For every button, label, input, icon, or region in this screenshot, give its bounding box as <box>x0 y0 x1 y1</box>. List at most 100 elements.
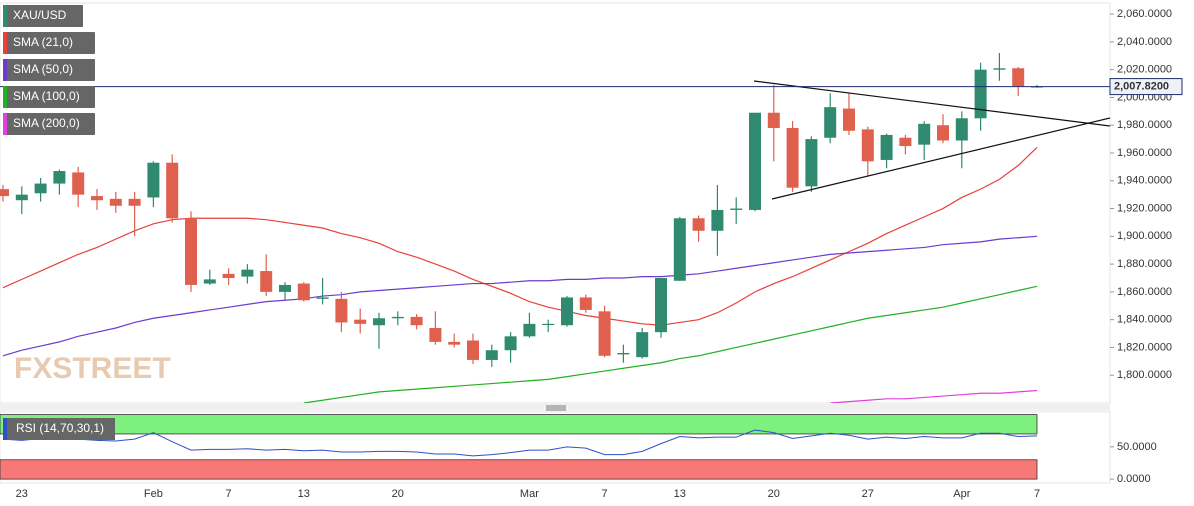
candle-body <box>147 162 160 198</box>
x-tick-label: Feb <box>144 488 163 500</box>
y-tick-label: 2,040.0000 <box>1117 36 1172 48</box>
y-tick-label: 1,840.0000 <box>1117 314 1172 326</box>
candle-body <box>636 332 649 358</box>
candle-body <box>749 112 761 210</box>
y-tick-label: 1,940.0000 <box>1117 175 1172 187</box>
candle-body <box>166 162 179 219</box>
line <box>2 147 1038 326</box>
candle-body <box>711 209 724 231</box>
line <box>2 429 1038 457</box>
y-tick-label: 1,880.0000 <box>1117 258 1172 270</box>
x-tick-label: 7 <box>602 488 608 500</box>
candle-body <box>598 311 611 356</box>
price-label-box <box>1109 78 1183 96</box>
candle-body <box>918 123 931 145</box>
rsi-band <box>0 414 1038 435</box>
candle-body <box>297 283 310 301</box>
main-panel <box>0 2 1111 404</box>
candle-body <box>974 69 987 119</box>
rsi-title: RSI (14,70,30,1) <box>16 421 104 435</box>
candle-body <box>692 218 705 231</box>
candle-body <box>880 134 893 160</box>
candle-body <box>504 336 517 351</box>
candle-body <box>429 328 442 342</box>
candle-body <box>805 139 818 187</box>
x-tick-label: 20 <box>392 488 404 500</box>
candle-body <box>617 353 630 355</box>
candle-body <box>993 68 1006 70</box>
candle-body <box>786 128 799 188</box>
candle-body <box>91 196 103 201</box>
y-tick-label: 1,860.0000 <box>1117 286 1172 298</box>
candle-body <box>373 318 385 326</box>
trendline <box>753 80 1110 127</box>
x-tick-label: 13 <box>674 488 686 500</box>
candle-body <box>730 208 743 210</box>
line <box>2 235 1038 357</box>
legend-box <box>3 59 95 81</box>
x-tick-label: Apr <box>953 488 970 500</box>
candle-body <box>523 323 536 337</box>
candle-body <box>843 108 855 131</box>
candle-body <box>1012 68 1025 87</box>
y-tick-label: 1,980.0000 <box>1117 119 1172 131</box>
legend-label: SMA (21,0) <box>13 35 73 49</box>
y-tick-label: 0.0000 <box>1117 473 1151 485</box>
candle-body <box>203 279 216 284</box>
y-tick-label: 50.0000 <box>1117 441 1157 453</box>
candle-body <box>53 171 66 184</box>
legend-box <box>3 418 115 440</box>
candle-body <box>485 350 498 360</box>
candle-body <box>316 297 329 299</box>
legend-box <box>3 32 95 54</box>
candle-body <box>15 194 28 201</box>
candle-body <box>824 107 837 138</box>
legend-label: XAU/USD <box>13 8 67 22</box>
x-tick-label: 23 <box>16 488 28 500</box>
legend-swatch <box>3 113 7 135</box>
candle-body <box>260 271 273 292</box>
drag-handle[interactable] <box>546 405 566 411</box>
candle-body <box>222 273 235 278</box>
x-tick-label: 7 <box>1034 488 1040 500</box>
legend-box <box>3 5 83 27</box>
x-tick-label: Mar <box>520 488 539 500</box>
legend-swatch <box>3 32 7 54</box>
y-tick-label: 1,820.0000 <box>1117 341 1172 353</box>
candle-body <box>335 298 348 323</box>
legend-swatch <box>3 418 7 440</box>
y-tick-label: 2,060.0000 <box>1117 8 1172 20</box>
x-tick-label: 13 <box>298 488 310 500</box>
legend-swatch <box>3 86 7 108</box>
candle-body <box>72 172 85 195</box>
legend-box <box>3 113 95 135</box>
candle-body <box>561 297 573 326</box>
candle-body <box>0 189 9 197</box>
candle-body <box>655 278 667 333</box>
legend-box <box>3 86 95 108</box>
candle-body <box>448 341 461 345</box>
line <box>303 285 1038 403</box>
legend-label: SMA (100,0) <box>13 89 80 103</box>
candle-body <box>542 323 555 326</box>
legend-label: SMA (200,0) <box>13 116 80 130</box>
x-tick-label: 27 <box>862 488 874 500</box>
triangle-pattern <box>753 80 1110 200</box>
x-tick-label: 7 <box>226 488 232 500</box>
y-tick-label: 2,020.0000 <box>1117 64 1172 76</box>
candle-body <box>34 183 47 194</box>
trendline <box>771 117 1110 200</box>
legend-swatch <box>3 59 7 81</box>
y-tick-label: 1,960.0000 <box>1117 147 1172 159</box>
price-label: 2,007.8200 <box>1114 80 1169 92</box>
legend-swatch <box>3 5 7 27</box>
candle-body <box>899 137 912 147</box>
candle-body <box>579 297 592 310</box>
candle-body <box>673 218 686 281</box>
candle-body <box>467 340 479 360</box>
candle-body <box>279 284 291 292</box>
y-tick-label: 1,920.0000 <box>1117 202 1172 214</box>
legend-label: SMA (50,0) <box>13 62 73 76</box>
candle-body <box>185 218 197 285</box>
